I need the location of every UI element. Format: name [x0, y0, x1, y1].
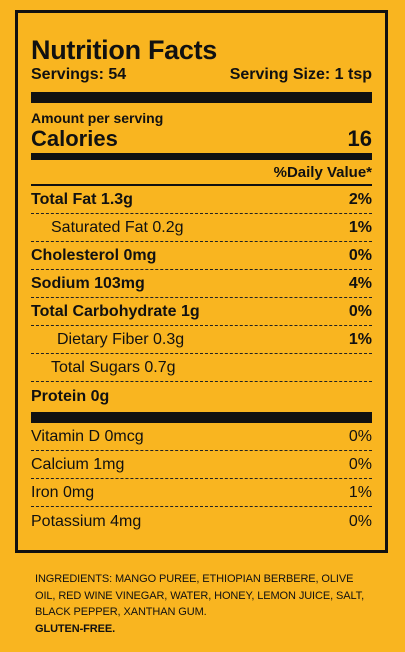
- vitamin-rows: Vitamin D 0mcg 0% Calcium 1mg 0% Iron 0m…: [31, 423, 372, 535]
- nutrient-pct: 1%: [348, 219, 372, 236]
- nutrient-label: Total Carbohydrate 1g: [31, 303, 200, 320]
- nutrient-pct: 0%: [348, 303, 372, 320]
- vitamin-row-calcium: Calcium 1mg 0%: [31, 451, 372, 479]
- calories-value: 16: [347, 126, 372, 151]
- nutrient-label: Total Sugars 0.7g: [51, 359, 176, 376]
- ingredients-block: INGREDIENTS: MANGO PUREE, ETHIOPIAN BERB…: [35, 571, 375, 637]
- vitamin-pct: 0%: [348, 513, 372, 530]
- nutrient-row-saturated-fat: Saturated Fat 0.2g 1%: [31, 214, 372, 242]
- nutrient-label: Sodium 103mg: [31, 275, 145, 292]
- nutrient-pct: 1%: [348, 331, 372, 348]
- servings-count: Servings: 54: [31, 66, 127, 83]
- nutrient-row-sodium: Sodium 103mg 4%: [31, 270, 372, 298]
- vitamin-row-iron: Iron 0mg 1%: [31, 479, 372, 507]
- vitamin-label: Iron 0mg: [31, 484, 95, 501]
- nutrient-row-protein: Protein 0g: [31, 382, 372, 410]
- vitamin-label: Potassium 4mg: [31, 513, 142, 530]
- nutrient-label: Saturated Fat 0.2g: [51, 219, 184, 236]
- daily-value-header: %Daily Value*: [273, 164, 372, 181]
- nutrient-row-total-sugars: Total Sugars 0.7g: [31, 354, 372, 382]
- nutrient-label: Total Fat 1.3g: [31, 191, 133, 208]
- nutrient-label: Cholesterol 0mg: [31, 247, 157, 264]
- nutrient-row-dietary-fiber: Dietary Fiber 0.3g 1%: [31, 326, 372, 354]
- vitamin-label: Calcium 1mg: [31, 456, 125, 473]
- calories-row: Calories 16: [31, 126, 372, 152]
- calories-label: Calories: [31, 126, 118, 151]
- vitamin-row-vitamin-d: Vitamin D 0mcg 0%: [31, 423, 372, 451]
- nutrient-row-cholesterol: Cholesterol 0mg 0%: [31, 242, 372, 270]
- vitamin-pct: 0%: [348, 428, 372, 445]
- amount-per-serving-label: Amount per serving: [31, 110, 164, 126]
- serving-size: Serving Size: 1 tsp: [229, 66, 372, 83]
- nutrient-label: Protein 0g: [31, 388, 110, 405]
- ingredients-text: INGREDIENTS: MANGO PUREE, ETHIOPIAN BERB…: [35, 573, 365, 618]
- medium-divider: [31, 153, 372, 160]
- nutrient-pct: 4%: [348, 275, 372, 292]
- vitamin-pct: 0%: [348, 456, 372, 473]
- gluten-free-note: GLUTEN-FREE.: [35, 622, 116, 635]
- thick-divider: [31, 92, 372, 103]
- nutrient-row-total-fat: Total Fat 1.3g 2%: [31, 186, 372, 214]
- nutrient-pct: 2%: [348, 191, 372, 208]
- vitamin-label: Vitamin D 0mcg: [31, 428, 144, 445]
- vitamin-row-potassium: Potassium 4mg 0%: [31, 507, 372, 535]
- servings-row: Servings: 54 Serving Size: 1 tsp: [31, 65, 372, 85]
- nutrient-label: Dietary Fiber 0.3g: [57, 331, 185, 348]
- nutrient-rows: Total Fat 1.3g 2% Saturated Fat 0.2g 1% …: [31, 186, 372, 410]
- nutrition-facts-title: Nutrition Facts: [31, 35, 218, 65]
- nutrient-pct: 0%: [348, 247, 372, 264]
- vitamin-pct: 1%: [348, 484, 372, 501]
- nutrient-row-total-carbohydrate: Total Carbohydrate 1g 0%: [31, 298, 372, 326]
- nutrition-facts-panel: Nutrition Facts Servings: 54 Serving Siz…: [15, 10, 388, 553]
- rule-divider: [31, 184, 372, 186]
- thick-divider: [31, 412, 372, 423]
